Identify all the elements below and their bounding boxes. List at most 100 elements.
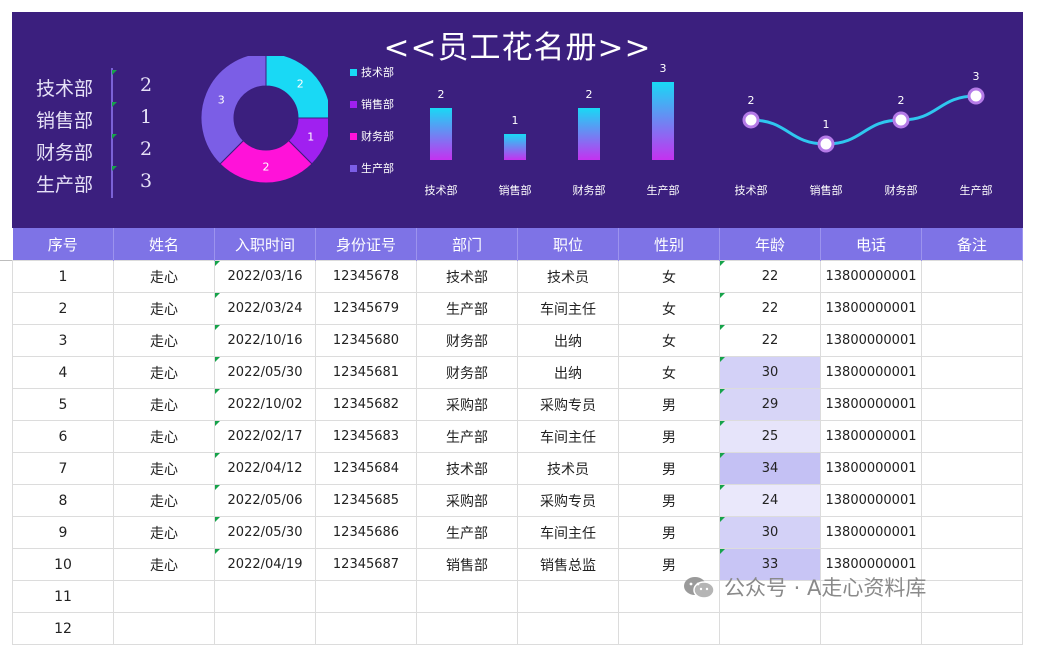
cell-note[interactable] — [921, 548, 1023, 581]
cell-tel[interactable]: 13800000001 — [820, 324, 922, 357]
cell-id[interactable]: 12345685 — [315, 484, 417, 517]
cell-id[interactable]: 12345679 — [315, 292, 417, 325]
cell-date[interactable]: 2022/05/30 — [214, 516, 316, 549]
cell-id[interactable] — [315, 612, 417, 645]
table-row[interactable]: 3 走心 2022/10/16 12345680 财务部 出纳女 22 13800000001 — [12, 324, 1023, 357]
cell-date[interactable]: 2022/03/16 — [214, 260, 316, 293]
cell-note[interactable] — [921, 260, 1023, 293]
cell-date[interactable]: 2022/05/06 — [214, 484, 316, 517]
cell-no[interactable]: 10 — [12, 548, 114, 581]
cell-dept[interactable]: 财务部 — [416, 324, 518, 357]
cell-name[interactable]: 走心 — [113, 260, 215, 293]
cell-note[interactable] — [921, 324, 1023, 357]
cell-date[interactable]: 2022/10/16 — [214, 324, 316, 357]
cell-sex[interactable]: 男 — [618, 420, 720, 453]
cell-dept[interactable]: 技术部 — [416, 260, 518, 293]
column-header[interactable]: 身份证号 — [315, 228, 417, 261]
cell-age[interactable]: 25 — [719, 420, 821, 453]
cell-age[interactable]: 30 — [719, 356, 821, 389]
cell-name[interactable]: 走心 — [113, 420, 215, 453]
cell-id[interactable]: 12345683 — [315, 420, 417, 453]
cell-name[interactable]: 走心 — [113, 388, 215, 421]
cell-pos[interactable] — [517, 612, 619, 645]
table-row[interactable]: 4 走心 2022/05/30 12345681 财务部 出纳女 30 13800000001 — [12, 356, 1023, 389]
cell-tel[interactable]: 13800000001 — [820, 484, 922, 517]
cell-no[interactable]: 6 — [12, 420, 114, 453]
cell-no[interactable]: 2 — [12, 292, 114, 325]
cell-note[interactable] — [921, 452, 1023, 485]
cell-id[interactable]: 12345680 — [315, 324, 417, 357]
cell-sex[interactable]: 男 — [618, 388, 720, 421]
cell-note[interactable] — [921, 516, 1023, 549]
cell-name[interactable]: 走心 — [113, 292, 215, 325]
cell-tel[interactable]: 13800000001 — [820, 420, 922, 453]
cell-date[interactable]: 2022/04/12 — [214, 452, 316, 485]
table-row[interactable]: 6 走心 2022/02/17 12345683 生产部 车间主任男 25 138000000… — [12, 420, 1023, 453]
column-header[interactable]: 性别 — [618, 228, 720, 261]
cell-tel[interactable] — [820, 580, 922, 613]
cell-sex[interactable]: 男 — [618, 452, 720, 485]
column-header[interactable]: 电话 — [820, 228, 922, 261]
cell-dept[interactable]: 采购部 — [416, 388, 518, 421]
column-header[interactable]: 入职时间 — [214, 228, 316, 261]
cell-dept[interactable]: 财务部 — [416, 356, 518, 389]
cell-dept[interactable]: 采购部 — [416, 484, 518, 517]
cell-id[interactable] — [315, 580, 417, 613]
employee-table[interactable]: 序号 姓名 入职时间 身份证号 部门 职位 性别 年龄 电话 备注 1 走心 2022/03/16 12… — [12, 228, 1023, 645]
cell-dept[interactable]: 销售部 — [416, 548, 518, 581]
cell-id[interactable]: 12345687 — [315, 548, 417, 581]
table-row[interactable]: 12 — [12, 612, 1023, 645]
cell-name[interactable] — [113, 612, 215, 645]
cell-name[interactable] — [113, 580, 215, 613]
cell-name[interactable]: 走心 — [113, 324, 215, 357]
cell-name[interactable]: 走心 — [113, 452, 215, 485]
cell-age[interactable]: 24 — [719, 484, 821, 517]
cell-sex[interactable]: 男 — [618, 516, 720, 549]
cell-note[interactable] — [921, 484, 1023, 517]
cell-age[interactable]: 22 — [719, 324, 821, 357]
cell-id[interactable]: 12345682 — [315, 388, 417, 421]
cell-no[interactable]: 11 — [12, 580, 114, 613]
cell-dept[interactable]: 生产部 — [416, 292, 518, 325]
cell-pos[interactable]: 销售总监 — [517, 548, 619, 581]
cell-date[interactable] — [214, 612, 316, 645]
cell-sex[interactable]: 女 — [618, 324, 720, 357]
cell-dept[interactable]: 生产部 — [416, 420, 518, 453]
cell-no[interactable]: 9 — [12, 516, 114, 549]
table-row[interactable]: 7 走心 2022/04/12 12345684 技术部 技术员男 34 1380000000… — [12, 452, 1023, 485]
cell-name[interactable]: 走心 — [113, 356, 215, 389]
cell-id[interactable]: 12345681 — [315, 356, 417, 389]
column-header[interactable]: 备注 — [921, 228, 1023, 261]
cell-note[interactable] — [921, 420, 1023, 453]
cell-name[interactable]: 走心 — [113, 548, 215, 581]
cell-name[interactable]: 走心 — [113, 516, 215, 549]
cell-name[interactable]: 走心 — [113, 484, 215, 517]
cell-dept[interactable] — [416, 580, 518, 613]
cell-no[interactable]: 3 — [12, 324, 114, 357]
column-header[interactable]: 姓名 — [113, 228, 215, 261]
cell-pos[interactable]: 采购专员 — [517, 484, 619, 517]
cell-id[interactable]: 12345678 — [315, 260, 417, 293]
cell-date[interactable] — [214, 580, 316, 613]
table-row[interactable]: 1 走心 2022/03/16 12345678 技术部 技术员女 22 1380000000… — [12, 260, 1023, 293]
cell-pos[interactable]: 采购专员 — [517, 388, 619, 421]
cell-age[interactable]: 29 — [719, 388, 821, 421]
column-header[interactable]: 序号 — [12, 228, 114, 261]
cell-age[interactable]: 22 — [719, 292, 821, 325]
cell-pos[interactable]: 车间主任 — [517, 420, 619, 453]
cell-dept[interactable] — [416, 612, 518, 645]
cell-age[interactable]: 30 — [719, 516, 821, 549]
cell-tel[interactable]: 13800000001 — [820, 516, 922, 549]
cell-tel[interactable]: 13800000001 — [820, 356, 922, 389]
table-row[interactable]: 5 走心 2022/10/02 12345682 采购部 采购专员男 29 138000000… — [12, 388, 1023, 421]
cell-tel[interactable]: 13800000001 — [820, 292, 922, 325]
table-row[interactable]: 10 走心 2022/04/19 12345687 销售部 销售总监男 33 13800000… — [12, 548, 1023, 581]
cell-no[interactable]: 12 — [12, 612, 114, 645]
cell-note[interactable] — [921, 356, 1023, 389]
cell-no[interactable]: 1 — [12, 260, 114, 293]
cell-sex[interactable]: 女 — [618, 292, 720, 325]
column-header[interactable]: 年龄 — [719, 228, 821, 261]
table-row[interactable]: 2 走心 2022/03/24 12345679 生产部 车间主任女 22 138000000… — [12, 292, 1023, 325]
cell-tel[interactable]: 13800000001 — [820, 388, 922, 421]
cell-date[interactable]: 2022/10/02 — [214, 388, 316, 421]
